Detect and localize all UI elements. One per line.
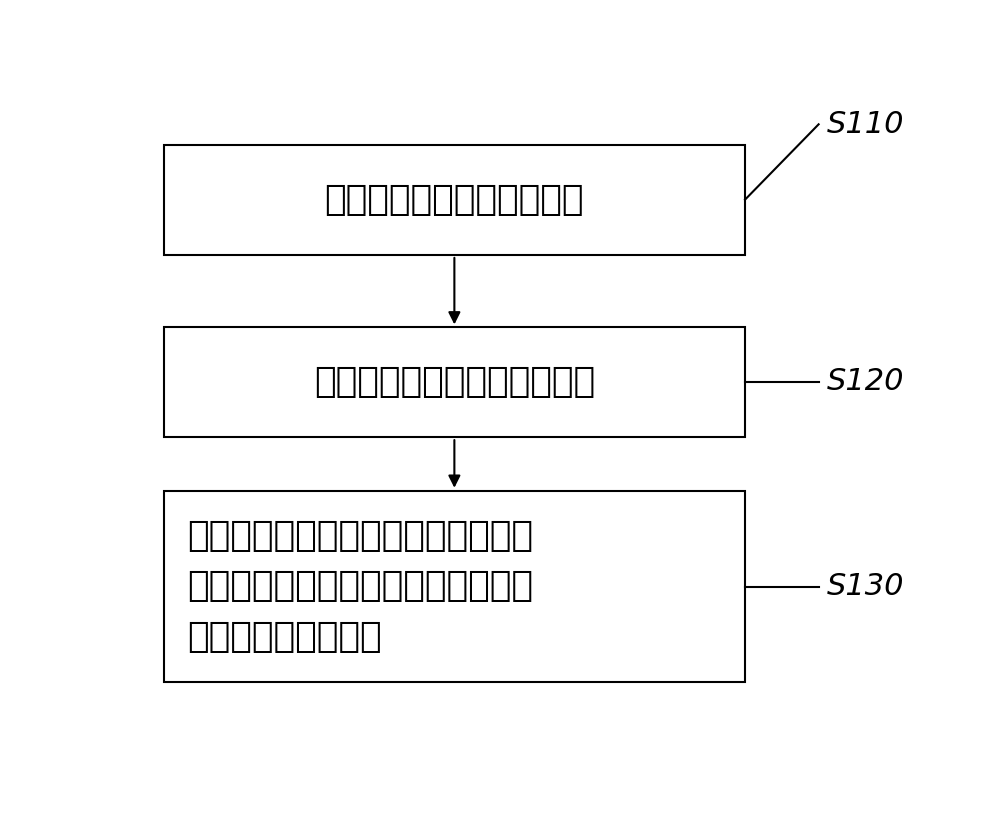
Text: 获取终端待播放的音频数据: 获取终端待播放的音频数据 xyxy=(325,183,584,217)
Text: S110: S110 xyxy=(826,110,904,139)
Bar xyxy=(164,145,745,255)
Text: 在播放音频数据时，控制终端的震动
器件进行震动，并根据音频频率调整
震动器件的震动频率: 在播放音频数据时，控制终端的震动 器件进行震动，并根据音频频率调整 震动器件的震… xyxy=(187,519,533,654)
Text: S130: S130 xyxy=(826,572,904,601)
Text: S120: S120 xyxy=(826,367,904,397)
Bar xyxy=(164,327,745,437)
Bar xyxy=(164,490,745,682)
Text: 获取音频数据对应的音频频率: 获取音频数据对应的音频频率 xyxy=(314,366,595,399)
